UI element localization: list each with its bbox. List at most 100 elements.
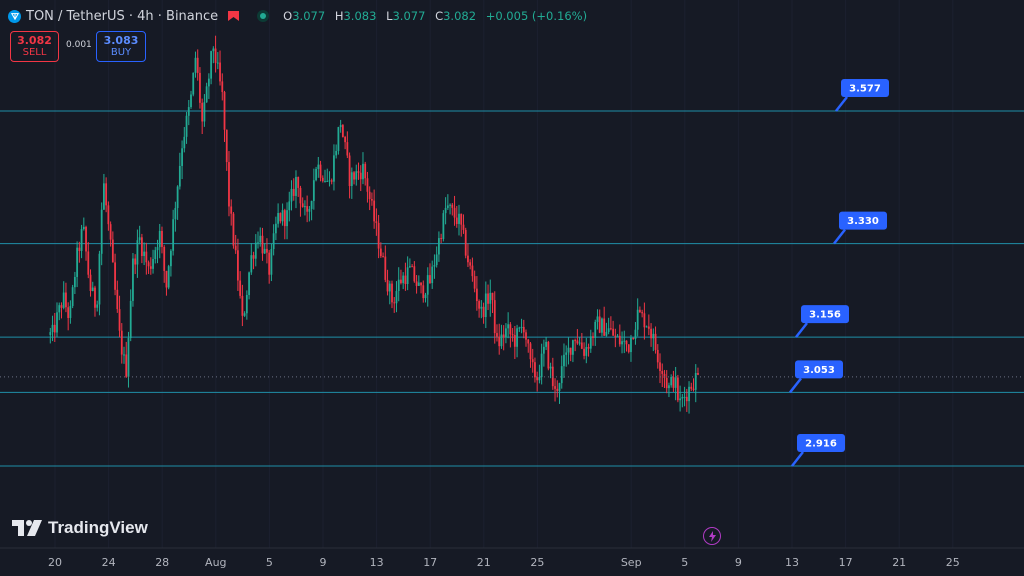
candle-body (362, 163, 364, 180)
candle-body (612, 328, 615, 336)
candle-body (511, 334, 514, 336)
candle-body (685, 396, 688, 402)
candle-body (556, 388, 559, 391)
sell-price: 3.082 (17, 33, 52, 47)
candle-body (569, 347, 572, 355)
candle-body (143, 251, 146, 257)
candle-body (190, 94, 192, 108)
candle-body (670, 377, 673, 386)
candle-body (268, 252, 271, 275)
candle-body (377, 222, 380, 249)
candle-body (471, 265, 474, 277)
candle-body (69, 305, 72, 318)
candle-body (589, 336, 592, 349)
candle-body (116, 289, 119, 310)
candle-body (299, 187, 302, 204)
candle-body (49, 332, 52, 335)
x-tick-label: 13 (370, 556, 384, 569)
candle-body (348, 155, 351, 187)
symbol-title[interactable]: TON / TetherUS · 4h · Binance (26, 8, 219, 24)
candle-body (654, 333, 657, 350)
high-label: H (334, 9, 344, 23)
candle-body (368, 191, 371, 200)
candle-body (304, 206, 306, 208)
candle-body (520, 326, 523, 328)
candle-body (154, 250, 157, 259)
candle-body (382, 256, 384, 258)
level-label-pointer (789, 377, 802, 394)
candle-body (563, 354, 565, 367)
candle-body (105, 183, 108, 206)
candle-body (96, 304, 99, 308)
candle-body (614, 335, 617, 337)
candle-body (536, 377, 539, 381)
candle-body (183, 136, 186, 149)
level-label-box (801, 305, 849, 324)
candle-body (473, 276, 476, 289)
candle-body (621, 341, 623, 345)
level-label-pointer (835, 96, 848, 112)
candle-body (572, 340, 574, 355)
level-label: 2.916 (805, 439, 837, 450)
candle-body (592, 336, 594, 338)
candle-body (480, 306, 483, 309)
candle-body (507, 324, 510, 329)
candle-body (393, 302, 396, 304)
candle-body (161, 230, 163, 247)
candle-body (80, 229, 83, 251)
candle-body (257, 242, 259, 244)
x-tick-label: 17 (423, 556, 437, 569)
candle-body (163, 246, 166, 271)
candle-body (129, 300, 132, 338)
buy-button[interactable]: 3.083 BUY (96, 31, 146, 62)
candle-body (650, 328, 652, 339)
candle-body (531, 359, 534, 363)
candle-body (639, 309, 641, 313)
flag-icon[interactable] (228, 11, 240, 21)
buy-label: BUY (110, 46, 132, 58)
candle-body (645, 326, 648, 328)
candle-body (674, 377, 677, 388)
candle-body (326, 180, 329, 182)
candle-body (420, 282, 422, 286)
candle-body (525, 332, 527, 340)
candle-body (223, 92, 226, 130)
x-tick-label: 21 (477, 556, 491, 569)
candle-body (237, 250, 239, 281)
candle-body (185, 115, 188, 137)
lightning-icon[interactable] (703, 527, 721, 545)
candle-body (496, 333, 498, 337)
candle-body (609, 328, 612, 330)
candle-body (85, 226, 87, 252)
x-tick-label: 5 (266, 556, 273, 569)
candle-body (310, 200, 313, 209)
candle-body (460, 213, 463, 225)
candle-body (404, 275, 407, 285)
candle-body (288, 201, 291, 211)
x-axis: 20 24 28 Aug 5 9 13 17 21 25 Sep 5 9 13 17 21 25 (0, 547, 1024, 569)
candle-body (587, 347, 590, 349)
candle-body (446, 205, 449, 208)
candle-body (373, 200, 376, 222)
candle-body (58, 305, 61, 313)
candle-body (375, 221, 378, 223)
tradingview-logo-icon (12, 520, 42, 536)
low-label: L (386, 9, 393, 23)
candle-body (388, 283, 391, 292)
candle-body (308, 208, 311, 212)
sell-button[interactable]: 3.082 SELL (10, 31, 59, 62)
candle-body (431, 266, 434, 284)
candle-body (547, 341, 550, 369)
candle-body (109, 224, 112, 240)
horizontal-levels (0, 110, 1024, 467)
candle-body (232, 213, 235, 246)
candle-body (415, 281, 418, 286)
tradingview-logo[interactable]: TradingView (12, 518, 148, 538)
x-tick-label: 21 (892, 556, 906, 569)
candle-body (518, 327, 521, 329)
candle-body (317, 164, 320, 169)
candle-body (618, 335, 621, 345)
level-label-pointer (833, 228, 846, 245)
candle-body (321, 177, 324, 182)
